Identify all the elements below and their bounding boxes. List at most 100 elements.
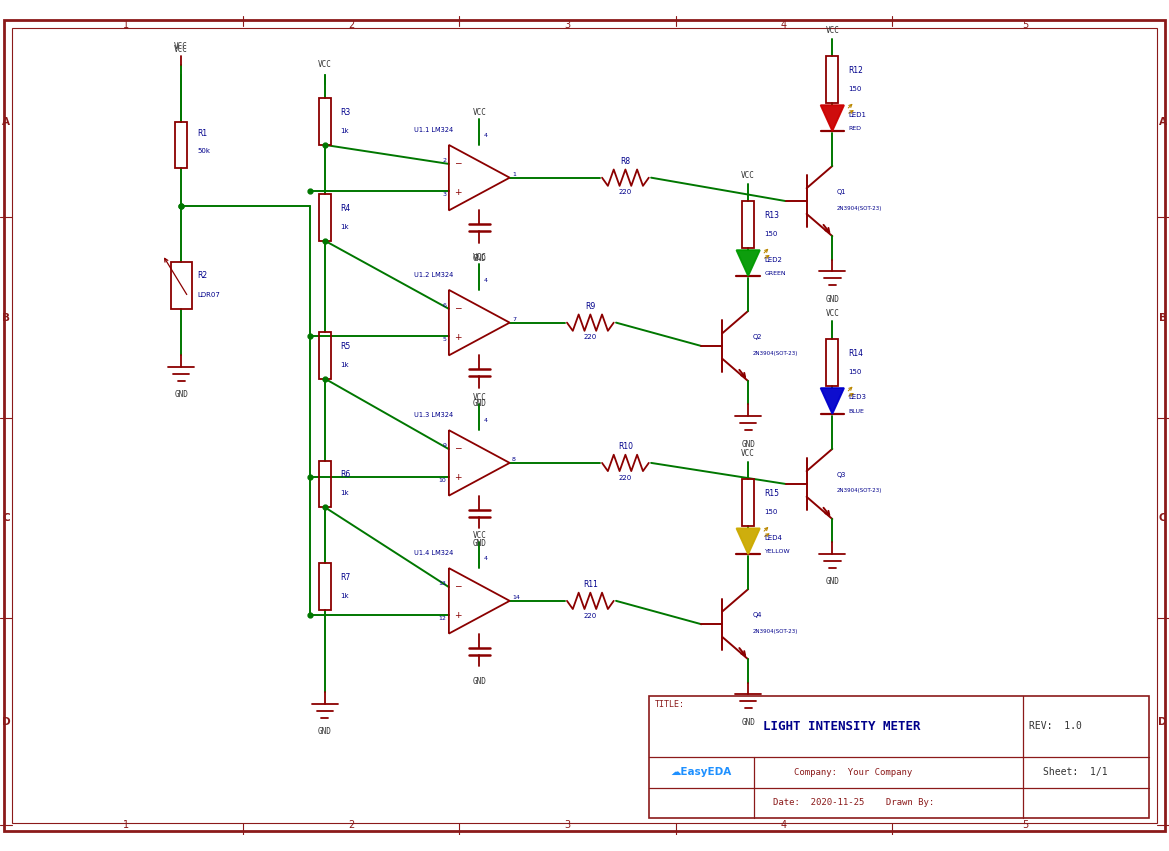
Text: 1k: 1k xyxy=(340,362,348,368)
Polygon shape xyxy=(736,528,760,554)
Text: GND: GND xyxy=(472,254,486,263)
Text: VCC: VCC xyxy=(472,531,486,540)
Text: 2N3904(SOT-23): 2N3904(SOT-23) xyxy=(837,206,883,210)
Text: GREEN: GREEN xyxy=(765,271,786,276)
Text: 10: 10 xyxy=(438,477,447,483)
Text: U1.3 LM324: U1.3 LM324 xyxy=(414,412,454,418)
Text: −: − xyxy=(455,443,462,453)
Text: C: C xyxy=(2,513,11,523)
Text: 150: 150 xyxy=(849,86,862,92)
Text: VCC: VCC xyxy=(825,26,839,35)
Text: A: A xyxy=(2,117,11,127)
Bar xyxy=(826,339,838,386)
Text: RED: RED xyxy=(849,126,862,131)
Bar xyxy=(319,194,331,241)
Text: R4: R4 xyxy=(340,203,351,213)
Polygon shape xyxy=(736,250,760,276)
Text: VCC: VCC xyxy=(741,449,755,458)
Text: VCC: VCC xyxy=(318,60,332,69)
Text: 4: 4 xyxy=(484,557,487,562)
Text: R5: R5 xyxy=(340,341,351,351)
Text: GND: GND xyxy=(825,294,839,304)
Text: Sheet:  1/1: Sheet: 1/1 xyxy=(1043,768,1108,777)
Text: 12: 12 xyxy=(438,615,447,620)
Text: Q4: Q4 xyxy=(753,612,762,618)
Text: LED1: LED1 xyxy=(849,111,866,117)
Text: 2N3904(SOT-23): 2N3904(SOT-23) xyxy=(753,629,798,634)
Text: TITLE:: TITLE: xyxy=(655,700,685,709)
Text: 1k: 1k xyxy=(340,593,348,599)
Text: VCC: VCC xyxy=(825,309,839,318)
Text: R12: R12 xyxy=(849,66,864,75)
Bar xyxy=(319,460,331,507)
Text: 14: 14 xyxy=(512,595,520,600)
Text: 5: 5 xyxy=(1023,820,1029,830)
Text: LED4: LED4 xyxy=(765,534,782,540)
Text: VCC: VCC xyxy=(472,108,486,117)
Text: 4: 4 xyxy=(781,20,787,30)
Text: GND: GND xyxy=(472,539,486,548)
Text: −: − xyxy=(455,158,462,168)
Text: R14: R14 xyxy=(849,349,864,357)
Text: D: D xyxy=(1158,717,1167,727)
Text: R7: R7 xyxy=(340,573,351,582)
Text: 4: 4 xyxy=(484,133,487,138)
Text: Q2: Q2 xyxy=(753,334,762,340)
Text: VCC: VCC xyxy=(174,43,188,51)
Text: R10: R10 xyxy=(618,443,632,451)
Text: 3: 3 xyxy=(565,820,570,830)
Text: GND: GND xyxy=(741,439,755,448)
Text: 3: 3 xyxy=(565,20,570,30)
Text: R9: R9 xyxy=(586,302,595,311)
Text: GND: GND xyxy=(318,727,332,736)
Text: +: + xyxy=(455,333,462,342)
Text: Date:  2020-11-25    Drawn By:: Date: 2020-11-25 Drawn By: xyxy=(773,798,934,808)
Bar xyxy=(742,479,754,526)
Text: R13: R13 xyxy=(765,210,780,220)
Text: U1.1 LM324: U1.1 LM324 xyxy=(414,127,454,133)
Text: 2: 2 xyxy=(443,158,447,163)
Text: D: D xyxy=(2,717,11,727)
Text: 7: 7 xyxy=(512,317,516,322)
Text: −: − xyxy=(455,304,462,312)
Text: B: B xyxy=(1158,313,1167,323)
Bar xyxy=(319,563,331,610)
Text: R1: R1 xyxy=(198,129,208,138)
Text: VCC: VCC xyxy=(741,171,755,180)
Text: U1.2 LM324: U1.2 LM324 xyxy=(414,271,454,277)
Text: 2N3904(SOT-23): 2N3904(SOT-23) xyxy=(753,351,798,356)
Text: 2N3904(SOT-23): 2N3904(SOT-23) xyxy=(837,488,883,494)
Text: 150: 150 xyxy=(765,509,777,515)
Text: LDR07: LDR07 xyxy=(198,292,221,298)
Text: R8: R8 xyxy=(621,157,630,166)
Text: REV:  1.0: REV: 1.0 xyxy=(1029,722,1081,731)
Text: 5: 5 xyxy=(1023,20,1029,30)
Polygon shape xyxy=(821,106,844,131)
Text: 4: 4 xyxy=(484,278,487,283)
Text: 4: 4 xyxy=(484,419,487,423)
Text: R15: R15 xyxy=(765,488,780,498)
Text: 3: 3 xyxy=(443,192,447,197)
Text: 4: 4 xyxy=(781,820,787,830)
Text: 1k: 1k xyxy=(340,128,348,134)
Text: Company:  Your Company: Company: Your Company xyxy=(794,768,913,777)
Text: ☁EasyEDA: ☁EasyEDA xyxy=(671,768,732,777)
Text: −: − xyxy=(455,581,462,591)
Bar xyxy=(742,201,754,248)
Text: +: + xyxy=(455,473,462,483)
Text: 13: 13 xyxy=(438,581,447,586)
Text: 1k: 1k xyxy=(340,490,348,496)
Text: C: C xyxy=(1158,513,1167,523)
Text: U1.4 LM324: U1.4 LM324 xyxy=(414,550,454,556)
Text: GND: GND xyxy=(741,717,755,727)
Bar xyxy=(171,262,192,309)
Text: VCC: VCC xyxy=(472,393,486,403)
Text: 220: 220 xyxy=(618,190,632,196)
Text: R3: R3 xyxy=(340,108,351,117)
Polygon shape xyxy=(821,388,844,414)
Text: 220: 220 xyxy=(583,613,597,619)
Text: 220: 220 xyxy=(583,334,597,340)
Text: LED3: LED3 xyxy=(849,395,866,401)
Text: BLUE: BLUE xyxy=(849,409,865,414)
Bar xyxy=(826,56,838,103)
